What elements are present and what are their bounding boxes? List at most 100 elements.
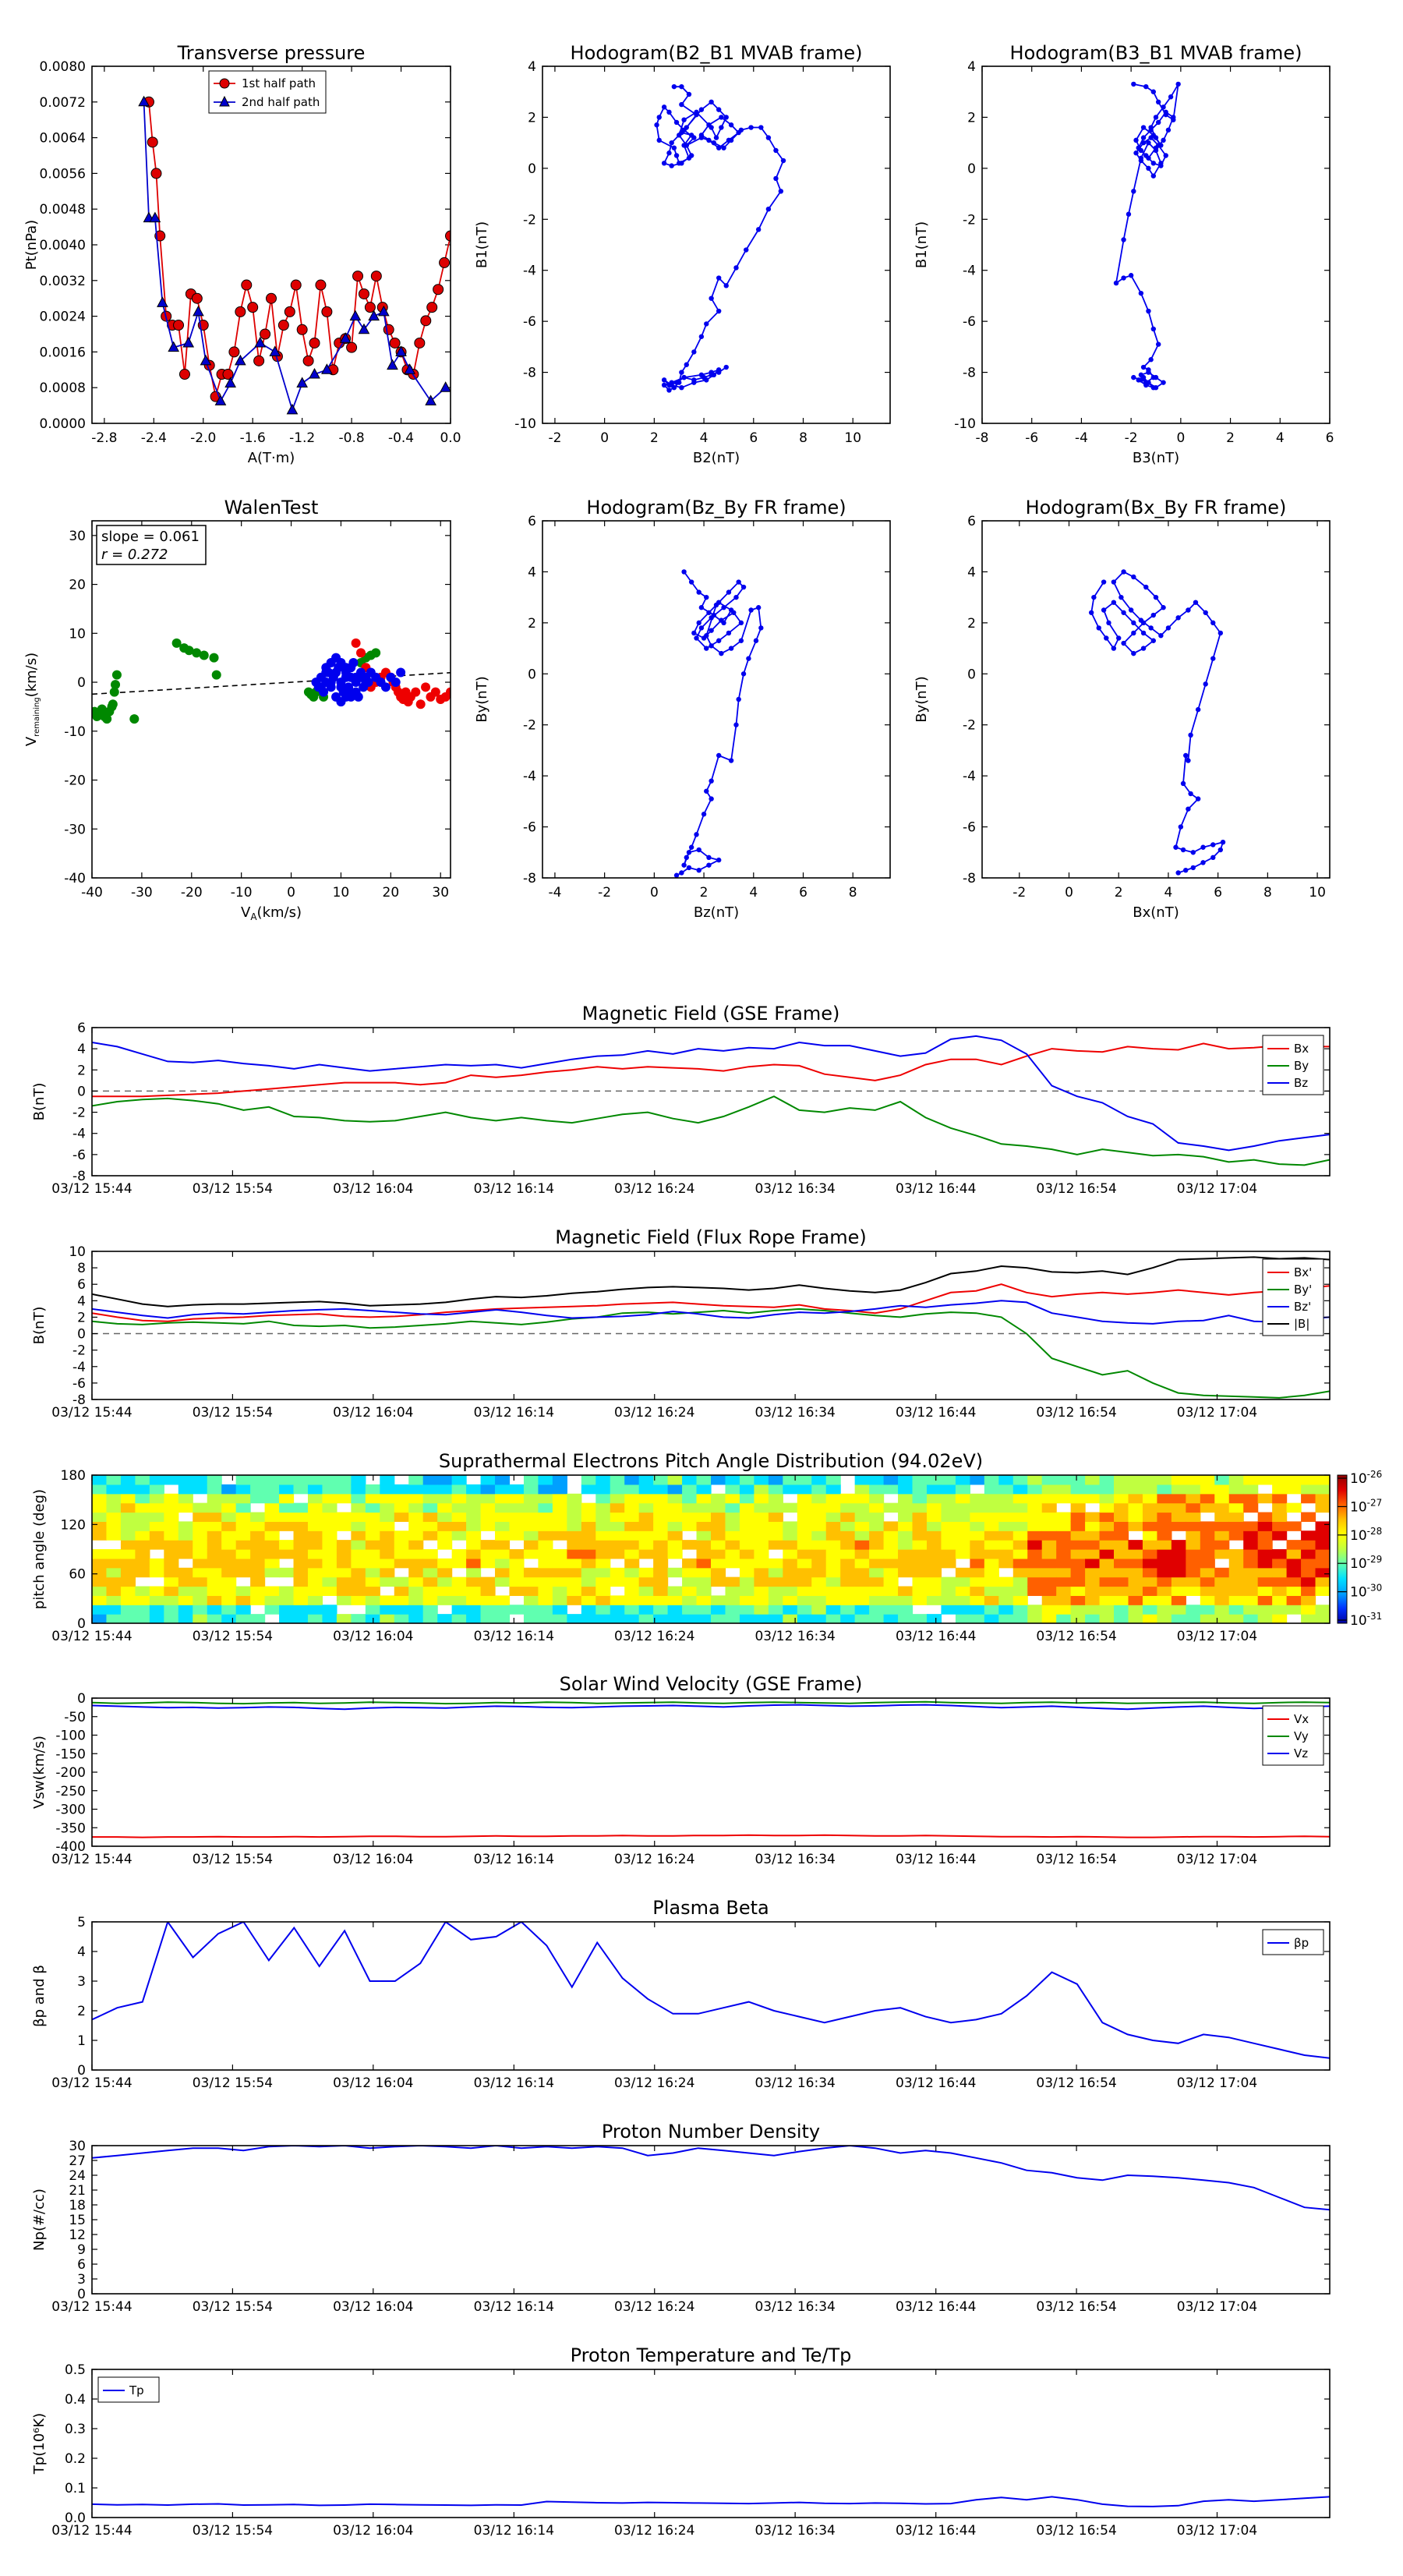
- data-point: [666, 387, 672, 393]
- plot-frame: [542, 65, 891, 424]
- heatmap-cell: [365, 1484, 380, 1495]
- data-point: [1155, 143, 1161, 148]
- data-point: [728, 646, 734, 651]
- data-point: [1140, 125, 1147, 130]
- heatmap-cell: [926, 1530, 942, 1541]
- heatmap-cell: [696, 1549, 712, 1559]
- data-point: [716, 857, 722, 863]
- heatmap-cell: [610, 1512, 625, 1522]
- heatmap-cell: [1228, 1484, 1244, 1495]
- data-point: [235, 306, 246, 317]
- heatmap-cell: [638, 1502, 654, 1513]
- heatmap-cell: [638, 1512, 654, 1522]
- time-tick-label: 03/12 16:24: [614, 2523, 694, 2539]
- time-tick-label: 03/12 16:34: [755, 2075, 835, 2091]
- heatmap-cell: [1186, 1549, 1201, 1559]
- heatmap-cell: [1186, 1512, 1201, 1522]
- heatmap-cell: [1142, 1502, 1158, 1513]
- heatmap-cell: [1027, 1530, 1043, 1541]
- heatmap-cell: [552, 1484, 567, 1495]
- heatmap-cell: [1099, 1595, 1115, 1605]
- y-tick-label: -10: [514, 416, 536, 432]
- heatmap-cell: [207, 1567, 222, 1578]
- heatmap-cell: [955, 1493, 970, 1504]
- heatmap-cell: [451, 1502, 467, 1513]
- heatmap-cell: [221, 1484, 237, 1495]
- series-line-By: [92, 1095, 1330, 1166]
- series-0: [1113, 81, 1181, 391]
- heatmap-cell: [783, 1614, 798, 1623]
- heatmap-cell: [653, 1502, 669, 1513]
- heatmap-cell: [380, 1595, 395, 1605]
- heatmap-cell: [1070, 1493, 1086, 1504]
- heatmap-cell: [135, 1512, 150, 1522]
- heatmap-cell: [207, 1595, 222, 1605]
- heatmap-cell: [825, 1558, 841, 1569]
- heatmap-cell: [437, 1586, 453, 1596]
- heatmap-cell: [825, 1576, 841, 1587]
- heatmap-cell: [1070, 1475, 1086, 1485]
- heatmap-cell: [336, 1567, 352, 1578]
- heatmap-cell: [279, 1493, 295, 1504]
- heatmap-cell: [1228, 1614, 1244, 1623]
- heatmap-cell: [221, 1530, 237, 1541]
- heatmap-cell: [466, 1605, 482, 1615]
- heatmap-cell: [1099, 1502, 1115, 1513]
- y-tick-label: -4: [963, 769, 976, 784]
- heatmap-cell: [322, 1558, 337, 1569]
- heatmap-cell: [120, 1530, 136, 1541]
- y-tick-label: 6: [77, 2257, 86, 2273]
- heatmap-cell: [739, 1567, 755, 1578]
- y-axis-label: Np(#/cc): [31, 2189, 48, 2251]
- data-point: [1150, 173, 1157, 179]
- heatmap-cell: [941, 1530, 956, 1541]
- heatmap-cell: [264, 1558, 280, 1569]
- heatmap-cell: [667, 1475, 683, 1485]
- heatmap-cell: [682, 1502, 698, 1513]
- heatmap-cell: [898, 1493, 914, 1504]
- heatmap-cell: [682, 1540, 698, 1550]
- heatmap-cell: [178, 1540, 193, 1550]
- heatmap-cell: [149, 1521, 164, 1531]
- heatmap-cell: [970, 1493, 985, 1504]
- heatmap-cell: [437, 1521, 453, 1531]
- heatmap-cell: [495, 1484, 511, 1495]
- heatmap-cell: [193, 1595, 208, 1605]
- heatmap-cell: [250, 1493, 266, 1504]
- heatmap-cell: [869, 1484, 885, 1495]
- heatmap-cell: [466, 1614, 482, 1623]
- data-point: [656, 137, 662, 143]
- time-tick-label: 03/12 16:54: [1036, 2523, 1116, 2539]
- heatmap-cell: [221, 1493, 237, 1504]
- heatmap-cell: [811, 1558, 827, 1569]
- data-point: [773, 175, 779, 182]
- y-axis-label: Vremaining(km/s): [23, 653, 41, 746]
- heatmap-cell: [380, 1567, 395, 1578]
- heatmap-cell: [1142, 1595, 1158, 1605]
- heatmap-cell: [135, 1595, 150, 1605]
- heatmap-cell: [825, 1502, 841, 1513]
- heatmap-cell: [351, 1558, 366, 1569]
- heatmap-cell: [538, 1521, 553, 1531]
- heatmap-cell: [523, 1549, 539, 1559]
- heatmap-cell: [840, 1530, 856, 1541]
- heatmap-cell: [437, 1595, 453, 1605]
- time-tick-label: 03/12 16:44: [896, 1629, 976, 1644]
- y-tick-label: 0: [967, 161, 976, 177]
- y-tick-label: -4: [963, 264, 976, 279]
- heatmap-cell: [523, 1493, 539, 1504]
- x-tick-label: -2: [548, 430, 561, 446]
- data-point: [1140, 135, 1147, 140]
- heatmap-cell: [1157, 1493, 1172, 1504]
- heatmap-cell: [1200, 1567, 1215, 1578]
- heatmap-cell: [739, 1512, 755, 1522]
- data-point: [684, 362, 689, 367]
- heatmap-cell: [1085, 1595, 1101, 1605]
- heatmap-cell: [1099, 1567, 1115, 1578]
- time-tick-label: 03/12 16:14: [474, 1405, 554, 1421]
- data-point: [719, 115, 724, 120]
- heatmap-cell: [365, 1549, 380, 1559]
- heatmap-cell: [106, 1502, 122, 1513]
- heatmap-cell: [495, 1567, 511, 1578]
